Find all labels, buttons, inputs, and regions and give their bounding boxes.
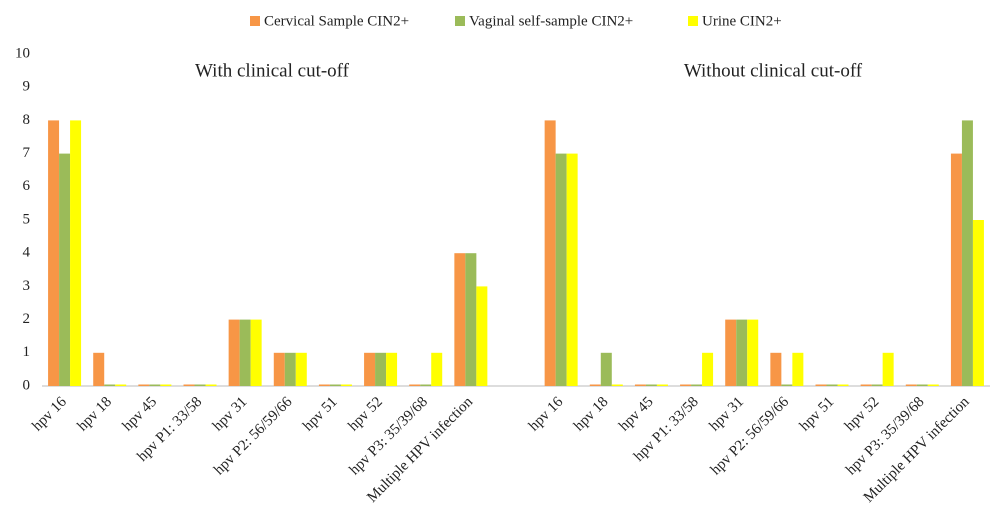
bar xyxy=(589,384,601,386)
bar xyxy=(364,352,376,386)
bar xyxy=(725,319,737,386)
bar xyxy=(781,384,793,386)
y-tick-label: 3 xyxy=(23,278,31,294)
bar xyxy=(250,319,262,386)
bar xyxy=(882,352,894,386)
x-tick-label: hpv P3: 35/39/68 xyxy=(843,394,927,478)
legend-swatch xyxy=(250,16,260,26)
bar xyxy=(104,384,116,386)
x-tick-label: hpv 52 xyxy=(842,394,882,434)
bar xyxy=(420,384,432,386)
x-tick-label: hpv 16 xyxy=(526,394,567,435)
x-tick-label: hpv 51 xyxy=(797,394,837,434)
y-tick-label: 0 xyxy=(23,377,31,393)
bar xyxy=(465,253,477,386)
bar xyxy=(815,384,827,386)
bar xyxy=(59,153,71,386)
bar xyxy=(138,384,150,386)
x-tick-label: hpv 45 xyxy=(120,394,160,434)
bar xyxy=(961,120,973,387)
bar xyxy=(747,319,759,386)
x-tick-label: hpv 31 xyxy=(210,394,250,434)
y-tick-label: 10 xyxy=(15,45,30,61)
bar xyxy=(194,384,206,386)
bar xyxy=(476,286,488,386)
bar xyxy=(205,384,217,386)
bar xyxy=(409,384,421,386)
bar xyxy=(871,384,883,386)
bar xyxy=(691,384,703,386)
bar xyxy=(905,384,917,386)
legend-swatch xyxy=(455,16,465,26)
bar xyxy=(770,352,782,386)
bar xyxy=(645,384,657,386)
panel-title: With clinical cut-off xyxy=(195,60,350,81)
panel-title: Without clinical cut-off xyxy=(684,60,863,81)
y-tick-label: 5 xyxy=(23,211,31,227)
bar xyxy=(680,384,692,386)
bar xyxy=(228,319,240,386)
bar xyxy=(916,384,928,386)
y-tick-label: 8 xyxy=(23,112,31,128)
x-tick-label: hpv P2: 56/59/66 xyxy=(211,394,296,479)
x-tick-label: hpv 52 xyxy=(345,394,385,434)
bar xyxy=(386,352,398,386)
legend-label: Urine CIN2+ xyxy=(702,13,782,29)
bar xyxy=(149,384,161,386)
bar xyxy=(329,384,341,386)
x-tick-label: hpv 18 xyxy=(571,394,611,434)
bar xyxy=(792,352,804,386)
bar xyxy=(702,352,714,386)
bar xyxy=(611,384,623,386)
bar xyxy=(544,120,556,387)
bar xyxy=(93,352,105,386)
bar xyxy=(115,384,127,386)
x-tick-label: hpv 31 xyxy=(706,394,746,434)
legend-label: Cervical Sample CIN2+ xyxy=(264,13,409,29)
x-tick-label: hpv P2: 56/59/66 xyxy=(708,394,793,479)
bar xyxy=(239,319,251,386)
x-tick-label: hpv P3: 35/39/68 xyxy=(347,394,431,478)
bar xyxy=(566,153,578,386)
bar xyxy=(656,384,668,386)
bar xyxy=(183,384,195,386)
bar xyxy=(555,153,567,386)
bar xyxy=(284,352,296,386)
bar xyxy=(837,384,849,386)
bar xyxy=(927,384,939,386)
y-tick-label: 4 xyxy=(23,245,31,261)
bar xyxy=(826,384,838,386)
legend-label: Vaginal self-sample CIN2+ xyxy=(469,13,633,29)
bar xyxy=(431,352,443,386)
y-tick-label: 7 xyxy=(23,145,31,161)
y-tick-label: 1 xyxy=(23,344,31,360)
bar xyxy=(70,120,82,387)
bar xyxy=(860,384,872,386)
x-tick-label: hpv 45 xyxy=(616,394,656,434)
x-tick-label: hpv 16 xyxy=(29,394,70,435)
bar xyxy=(972,220,984,386)
x-tick-label: hpv 18 xyxy=(74,394,114,434)
y-tick-label: 6 xyxy=(23,178,31,194)
bar xyxy=(950,153,962,386)
x-tick-label: hpv 51 xyxy=(300,394,340,434)
legend-swatch xyxy=(688,16,698,26)
bar xyxy=(295,352,307,386)
bar xyxy=(375,352,387,386)
bar xyxy=(273,352,285,386)
bar xyxy=(634,384,646,386)
bar xyxy=(600,352,612,386)
bar xyxy=(454,253,466,386)
y-tick-label: 2 xyxy=(23,311,31,327)
bar xyxy=(160,384,172,386)
bar xyxy=(340,384,352,386)
bar xyxy=(48,120,60,387)
bar xyxy=(736,319,748,386)
y-tick-label: 9 xyxy=(23,79,31,95)
bar xyxy=(318,384,330,386)
